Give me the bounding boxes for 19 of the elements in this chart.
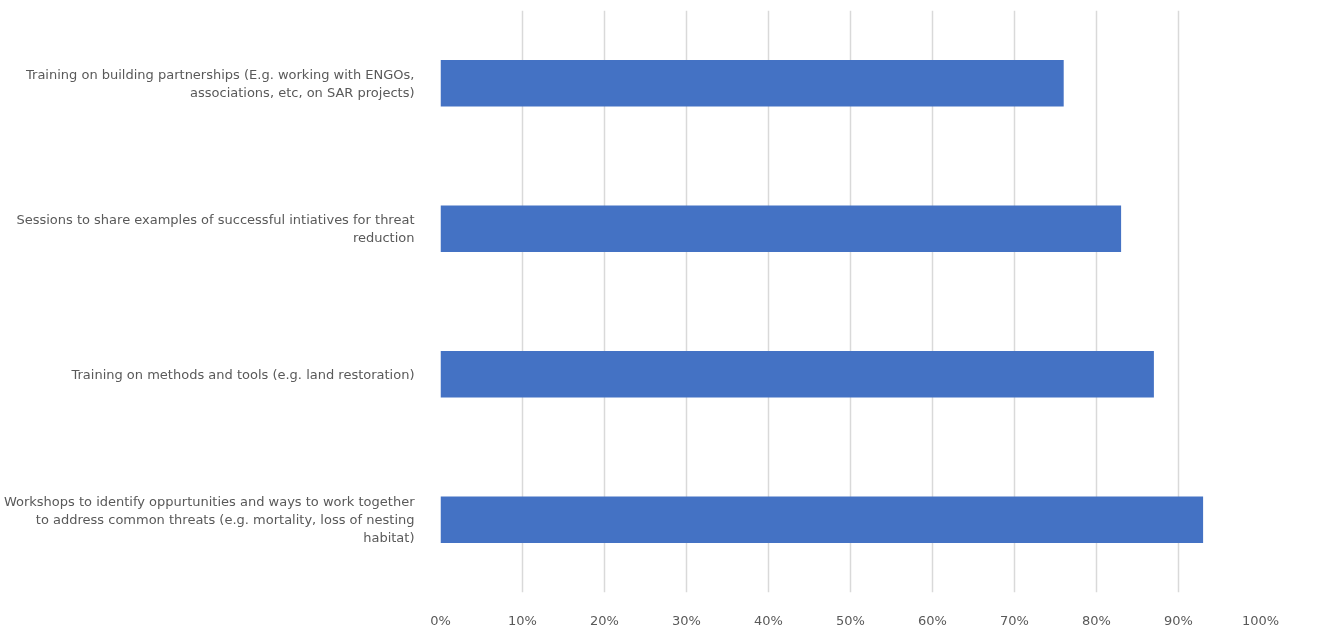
x-tick-label: 100% <box>1241 612 1280 628</box>
x-tick-label: 20% <box>590 612 619 628</box>
x-tick-label: 80% <box>1082 612 1111 628</box>
bar <box>440 350 1154 398</box>
y-tick-label: Workshops to identify oppurtunities and ways to work together to address common threats (e.g. mortality, loss of nesting habitat) <box>3 494 416 546</box>
bar <box>440 496 1204 544</box>
bar <box>440 205 1122 253</box>
x-tick-label: 60% <box>918 612 947 628</box>
y-tick-label: Sessions to share examples of successful intiatives for threat reduction <box>16 212 415 246</box>
x-tick-label: 50% <box>836 612 865 628</box>
x-tick-label: 0% <box>430 612 451 628</box>
x-tick-label: 90% <box>1164 612 1193 628</box>
y-tick-label: Training on building partnerships (E.g. working with ENGOs, associations, etc, on SAR projects) <box>25 66 415 100</box>
x-tick-label: 30% <box>672 612 701 628</box>
x-tick-label: 40% <box>754 612 783 628</box>
bar <box>440 59 1064 107</box>
y-tick-label: Training on methods and tools (e.g. land restoration) <box>70 366 415 382</box>
x-tick-label: 70% <box>1000 612 1029 628</box>
x-tick-label: 10% <box>508 612 537 628</box>
